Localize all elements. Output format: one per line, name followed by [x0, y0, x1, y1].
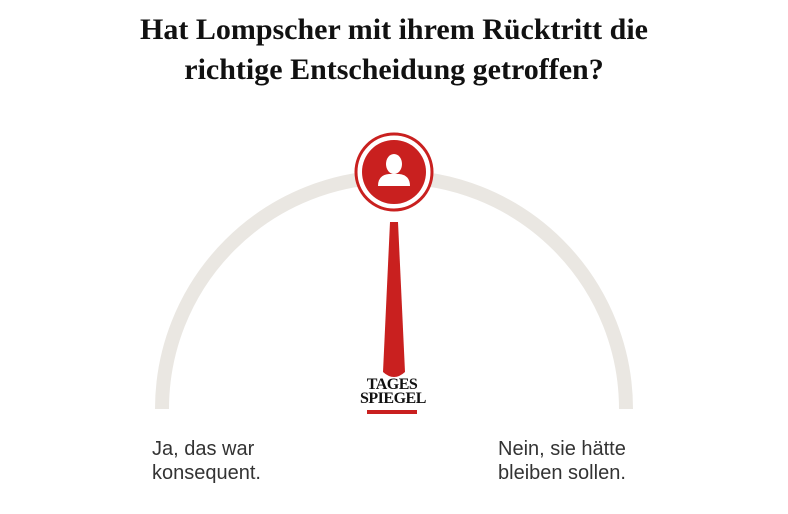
- avatar[interactable]: [354, 132, 434, 212]
- answer-yes-line1: Ja, das war: [152, 438, 255, 460]
- answer-no-line1: Nein, sie hätte: [498, 438, 626, 460]
- answer-no[interactable]: Nein, sie hätte bleiben sollen.: [498, 437, 626, 485]
- logo-line2: SPIEGEL: [360, 390, 426, 407]
- user-icon: [378, 154, 410, 186]
- poll-question: Hat Lompscher mit ihrem Rücktritt die ri…: [0, 10, 788, 90]
- tagesspiegel-logo: TAGES SPIEGEL: [360, 376, 426, 426]
- poll-question-line2: richtige Entscheidung getroffen?: [184, 53, 604, 86]
- gauge-needle[interactable]: [383, 222, 405, 377]
- answer-no-line2: bleiben sollen.: [498, 462, 626, 484]
- logo-bar: [367, 410, 417, 414]
- poll-question-line1: Hat Lompscher mit ihrem Rücktritt die: [140, 13, 648, 46]
- answer-yes-line2: konsequent.: [152, 462, 261, 484]
- logo-line1: TAGES: [366, 376, 418, 393]
- answer-yes[interactable]: Ja, das war konsequent.: [152, 437, 261, 485]
